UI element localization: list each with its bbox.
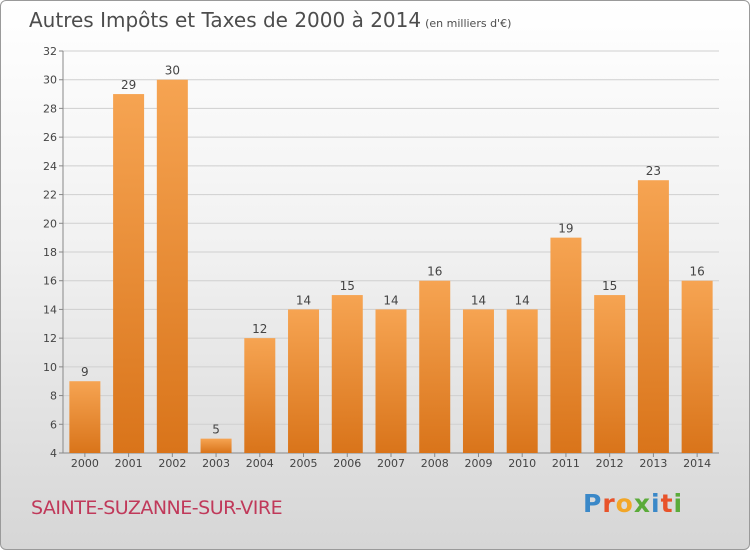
x-tick-label: 2002 xyxy=(158,457,186,470)
y-tick-label: 26 xyxy=(43,131,57,144)
x-tick-label: 2010 xyxy=(508,457,536,470)
y-tick-label: 32 xyxy=(43,45,57,58)
y-tick-label: 18 xyxy=(43,246,57,259)
y-tick-label: 8 xyxy=(50,390,57,403)
value-label: 29 xyxy=(121,78,136,92)
proxiti-logo: Proxiti xyxy=(583,489,683,518)
bar-2014 xyxy=(681,280,713,453)
x-tick-label: 2001 xyxy=(115,457,143,470)
logo-letter: P xyxy=(583,489,603,518)
x-tick-label: 2000 xyxy=(71,457,99,470)
y-tick-label: 20 xyxy=(43,217,57,230)
logo-letter: t xyxy=(660,489,674,518)
value-label: 16 xyxy=(689,265,704,279)
bar-2012 xyxy=(594,295,626,453)
y-tick-label: 10 xyxy=(43,361,57,374)
x-tick-label: 2009 xyxy=(464,457,492,470)
x-tick-label: 2007 xyxy=(377,457,405,470)
y-tick-label: 28 xyxy=(43,102,57,115)
logo-letter: x xyxy=(633,489,651,518)
value-label: 15 xyxy=(602,279,617,293)
x-tick-label: 2011 xyxy=(552,457,580,470)
value-label: 19 xyxy=(558,222,573,236)
value-label: 14 xyxy=(515,293,530,307)
bar-2009 xyxy=(462,309,494,453)
x-tick-label: 2004 xyxy=(246,457,274,470)
bar-2008 xyxy=(419,280,451,453)
y-tick-label: 6 xyxy=(50,418,57,431)
bar-2007 xyxy=(375,309,407,453)
bar-2005 xyxy=(288,309,320,453)
value-label: 12 xyxy=(252,322,267,336)
value-label: 30 xyxy=(165,64,180,78)
bar-2004 xyxy=(244,338,276,453)
y-tick-label: 30 xyxy=(43,74,57,87)
x-tick-label: 2013 xyxy=(639,457,667,470)
value-label: 9 xyxy=(81,365,89,379)
y-tick-label: 14 xyxy=(43,303,57,316)
y-tick-label: 16 xyxy=(43,275,57,288)
city-name: SAINTE-SUZANNE-SUR-VIRE xyxy=(31,497,283,519)
bar-2011 xyxy=(550,237,582,453)
y-tick-label: 22 xyxy=(43,189,57,202)
labels: 2000 9 2001 29 2002 30 2003 5 2004 12 2005 14 2006 15… xyxy=(71,64,711,470)
value-label: 14 xyxy=(471,293,486,307)
logo-letter: o xyxy=(615,489,634,518)
bar-2003 xyxy=(200,438,232,453)
logo-letter: r xyxy=(602,489,616,518)
value-label: 23 xyxy=(646,164,661,178)
x-tick-label: 2008 xyxy=(421,457,449,470)
value-label: 5 xyxy=(212,423,220,437)
bar-2001 xyxy=(113,94,145,454)
bars xyxy=(69,79,713,454)
chart-title: Autres Impôts et Taxes de 2000 à 2014 (en… xyxy=(29,8,511,32)
y-tick-label: 4 xyxy=(50,447,57,460)
y-tick-label: 12 xyxy=(43,332,57,345)
chart-subtitle: (en milliers d'€) xyxy=(425,17,512,30)
bar-2000 xyxy=(69,381,101,453)
bar-2006 xyxy=(331,295,363,453)
x-tick-label: 2005 xyxy=(290,457,318,470)
x-tick-label: 2003 xyxy=(202,457,230,470)
value-label: 14 xyxy=(383,293,398,307)
logo-letter: i xyxy=(673,489,684,518)
x-tick-label: 2014 xyxy=(683,457,711,470)
logo-letter: i xyxy=(651,489,661,518)
bar-2002 xyxy=(156,79,188,453)
chart-title-text: Autres Impôts et Taxes de 2000 à 2014 xyxy=(29,8,422,32)
bar-2010 xyxy=(506,309,538,453)
bar-2013 xyxy=(637,180,669,453)
value-label: 16 xyxy=(427,265,442,279)
value-label: 14 xyxy=(296,293,311,307)
x-tick-label: 2012 xyxy=(596,457,624,470)
x-tick-label: 2006 xyxy=(333,457,361,470)
y-tick-label: 24 xyxy=(43,160,57,173)
value-label: 15 xyxy=(340,279,355,293)
